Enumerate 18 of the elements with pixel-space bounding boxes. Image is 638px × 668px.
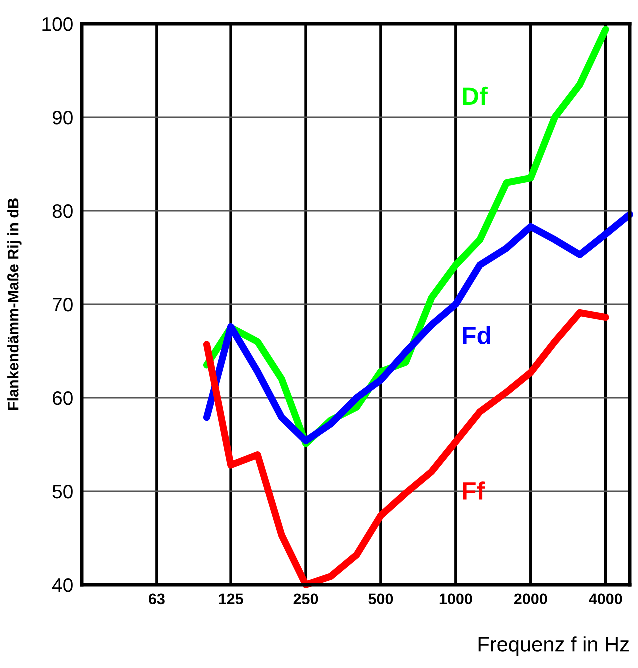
y-tick-label: 70 <box>53 298 73 312</box>
series-label: Fd <box>463 326 490 345</box>
x-tick-label: 125 <box>219 594 244 605</box>
y-tick-label: 60 <box>53 391 73 406</box>
x-tick-label: 500 <box>368 594 394 605</box>
x-tick-label: 2000 <box>514 594 548 605</box>
y-tick-label: 80 <box>52 204 73 218</box>
text: Df <box>463 86 488 106</box>
y-tick-label: 50 <box>52 484 73 499</box>
x-tick-label: 1000 <box>440 594 472 605</box>
x-tick-label: 4000 <box>589 594 622 605</box>
x-axis-title: Frequenz f in Hz <box>478 636 629 656</box>
y-axis-title: Flankendämm-Maße Rij in dB <box>8 198 22 410</box>
y-tick-label: 40 <box>52 578 73 592</box>
y-tick-label: 100 <box>42 17 73 32</box>
y-tick-label: 90 <box>52 110 73 125</box>
x-tick-label: 250 <box>294 594 318 605</box>
x-tick-label: 63 <box>149 594 165 605</box>
